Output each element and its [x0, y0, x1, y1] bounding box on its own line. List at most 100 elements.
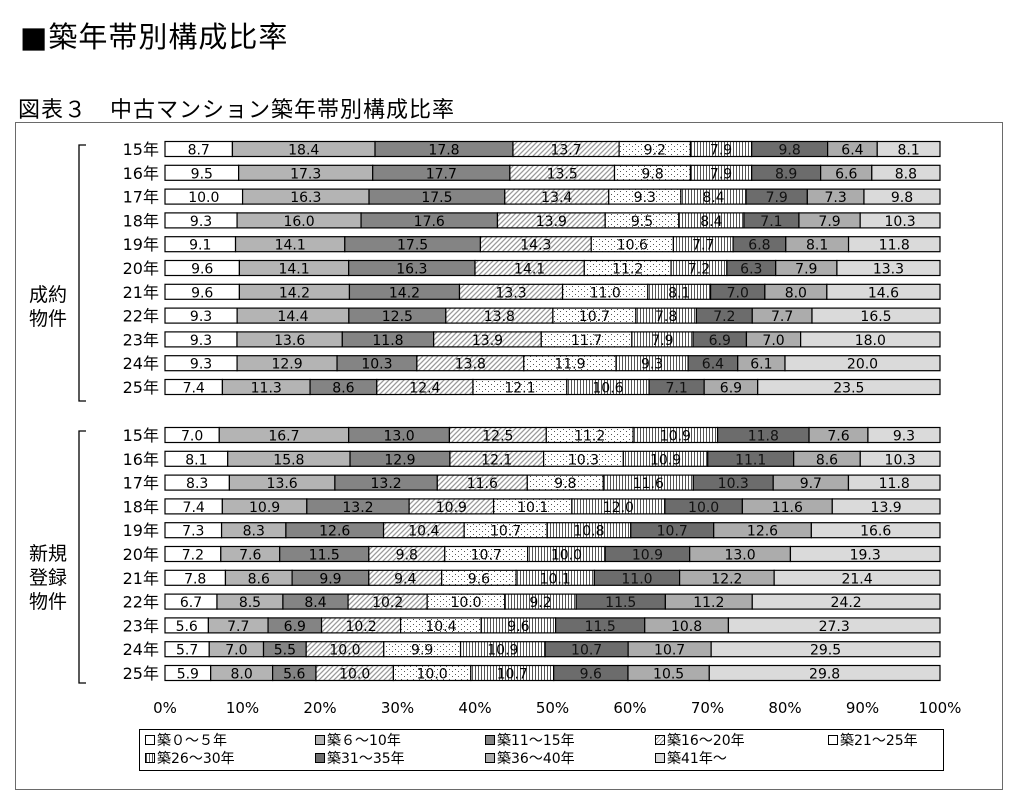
data-label: 9.3: [190, 309, 212, 325]
data-label: 7.9: [651, 333, 673, 349]
data-label: 17.3: [290, 166, 321, 182]
bar-segment: [710, 641, 941, 658]
x-tick-label: 40%: [458, 699, 491, 717]
legend: 築０～５年 築６～10年 築11～15年 築16～20年 築21～25年 築26…: [139, 729, 944, 771]
data-label: 7.0: [181, 429, 203, 445]
data-label: 10.3: [718, 476, 749, 492]
legend-swatch: [145, 735, 155, 745]
data-label: 20.0: [847, 357, 878, 373]
data-label: 9.5: [631, 214, 653, 230]
data-label: 13.0: [724, 548, 755, 564]
data-label: 10.0: [450, 595, 481, 611]
data-label: 16.0: [283, 214, 314, 230]
data-label: 7.9: [766, 190, 788, 206]
data-label: 16.6: [860, 524, 891, 540]
data-label: 7.3: [825, 190, 847, 206]
data-label: 13.8: [455, 357, 486, 373]
data-label: 7.9: [795, 262, 817, 278]
data-label: 15.8: [273, 452, 304, 468]
bar-segment: [836, 259, 941, 277]
legend-item: 築６～10年: [315, 733, 401, 749]
data-label: 6.9: [709, 333, 731, 349]
row-label: 19年: [123, 235, 159, 254]
data-label: 9.2: [529, 595, 551, 611]
data-label: 9.3: [893, 429, 915, 445]
row-label: 16年: [123, 164, 159, 183]
data-label: 9.6: [580, 667, 602, 683]
data-label: 8.1: [668, 285, 690, 301]
data-label: 12.6: [747, 524, 778, 540]
data-label: 5.9: [177, 667, 199, 683]
data-label: 7.9: [818, 214, 840, 230]
data-label: 13.4: [541, 190, 572, 206]
data-label: 8.1: [897, 143, 919, 159]
data-label: 8.4: [702, 190, 724, 206]
x-tick-label: 80%: [768, 699, 801, 717]
data-label: 7.4: [183, 381, 205, 397]
data-label: 12.1: [504, 381, 535, 397]
legend-label: 築０～５年: [157, 733, 227, 749]
bar-segment: [784, 355, 941, 372]
row-label: 24年: [123, 354, 159, 373]
data-label: 9.8: [396, 548, 418, 564]
data-label: 11.9: [554, 357, 585, 373]
bar-segment: [773, 569, 941, 586]
data-label: 13.9: [472, 333, 503, 349]
data-label: 10.7: [654, 643, 685, 659]
group-bracket: [78, 144, 86, 402]
data-label: 7.2: [182, 548, 204, 564]
bar-segment: [811, 307, 941, 324]
data-label: 11.6: [633, 476, 664, 492]
data-label: 7.2: [713, 309, 735, 325]
data-label: 9.6: [468, 571, 490, 587]
data-label: 11.5: [605, 595, 636, 611]
data-label: 7.4: [183, 500, 205, 516]
group-label-line: 成約: [28, 284, 67, 306]
row-label: 18年: [123, 211, 159, 230]
data-label: 8.4: [304, 595, 326, 611]
row-label: 23年: [123, 330, 159, 349]
data-label: 11.5: [309, 548, 340, 564]
data-label: 13.6: [267, 476, 298, 492]
data-label: 11.7: [571, 333, 602, 349]
data-label: 11.5: [585, 619, 616, 635]
data-label: 8.3: [186, 476, 208, 492]
data-label: 14.1: [514, 262, 545, 278]
data-label: 8.0: [785, 285, 807, 301]
data-label: 10.4: [425, 619, 456, 635]
data-label: 8.7: [188, 143, 210, 159]
data-label: 9.9: [411, 643, 433, 659]
legend-label: 築36～40年: [497, 751, 575, 767]
data-label: 16.5: [860, 309, 891, 325]
data-label: 6.4: [702, 357, 724, 373]
data-label: 11.3: [251, 381, 282, 397]
data-label: 10.7: [471, 548, 502, 564]
data-label: 14.1: [278, 262, 309, 278]
data-label: 12.4: [409, 381, 440, 397]
data-label: 8.9: [775, 166, 797, 182]
data-label: 8.0: [231, 667, 253, 683]
data-label: 13.3: [873, 262, 904, 278]
x-tick-label: 100%: [919, 699, 962, 717]
data-label: 9.5: [191, 166, 213, 182]
data-label: 17.6: [414, 214, 445, 230]
data-label: 16.3: [290, 190, 321, 206]
group-label-line: 登録: [28, 567, 67, 589]
data-label: 6.8: [748, 238, 770, 254]
data-label: 5.6: [176, 619, 198, 635]
data-label: 17.5: [421, 190, 452, 206]
data-label: 10.7: [579, 309, 610, 325]
data-label: 10.9: [650, 452, 681, 468]
data-label: 9.3: [641, 357, 663, 373]
data-label: 14.3: [520, 238, 551, 254]
data-label: 13.2: [371, 476, 402, 492]
legend-swatch: [485, 735, 495, 745]
data-label: 7.8: [655, 309, 677, 325]
bar-segment: [867, 426, 941, 444]
group-label-line: 物件: [28, 591, 67, 613]
data-label: 12.2: [711, 571, 742, 587]
data-label: 13.9: [871, 500, 902, 516]
legend-label: 築11～15年: [497, 733, 575, 749]
bar-segment: [831, 498, 941, 515]
data-label: 9.8: [891, 190, 913, 206]
